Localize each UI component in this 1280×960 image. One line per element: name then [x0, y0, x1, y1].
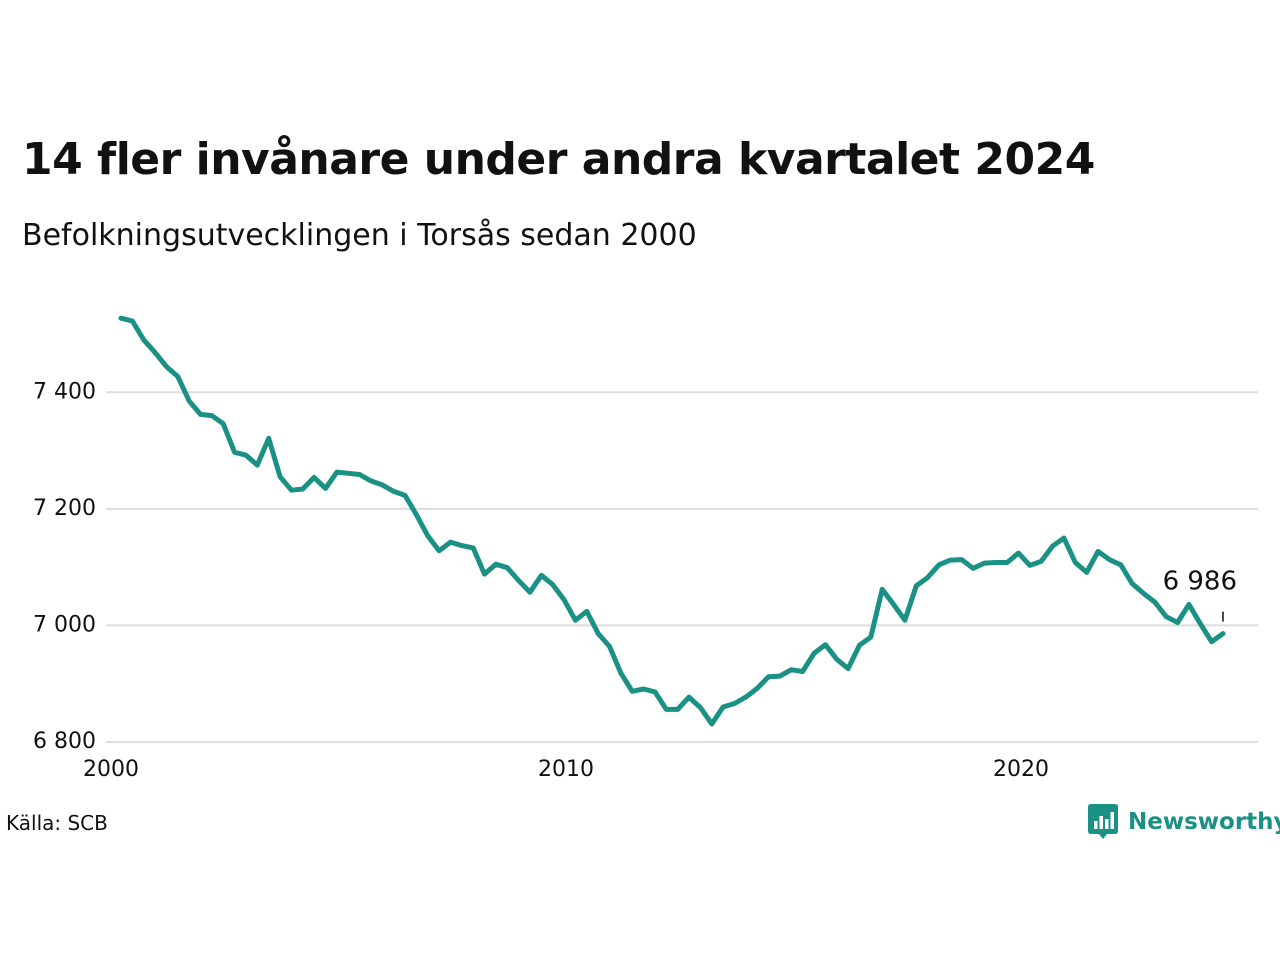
- chart-title: 14 fler invånare under andra kvartalet 2…: [22, 134, 1095, 185]
- y-tick-label: 7 400: [33, 379, 96, 404]
- brand-name: Newsworthy: [1128, 809, 1280, 835]
- y-tick-label: 6 800: [33, 729, 96, 754]
- series-layer: [118, 315, 1226, 727]
- newsworthy-logo-icon: [1088, 804, 1118, 839]
- end-value-label: 6 986: [1163, 567, 1237, 597]
- x-tick-label: 2010: [538, 757, 594, 782]
- gridlines: [106, 391, 1258, 743]
- line-chart: 6 800 7 000 7 200 7 400 2000 2010 2020 6 986: [33, 315, 1258, 782]
- brand-logo[interactable]: Newsworthy: [1088, 804, 1280, 840]
- chart-subtitle: Befolkningsutvecklingen i Torsås sedan 2…: [22, 218, 697, 253]
- x-axis-tick-labels: 2000 2010 2020: [83, 757, 1049, 782]
- y-tick-label: 7 000: [33, 612, 96, 637]
- source-note: Källa: SCB: [6, 811, 108, 835]
- y-tick-label: 7 200: [33, 496, 96, 521]
- series-line: [118, 315, 1226, 727]
- y-axis-tick-labels: 6 800 7 000 7 200 7 400: [33, 379, 96, 754]
- end-label-layer: 6 986: [1163, 567, 1237, 622]
- x-tick-label: 2000: [83, 757, 139, 782]
- x-tick-label: 2020: [993, 757, 1049, 782]
